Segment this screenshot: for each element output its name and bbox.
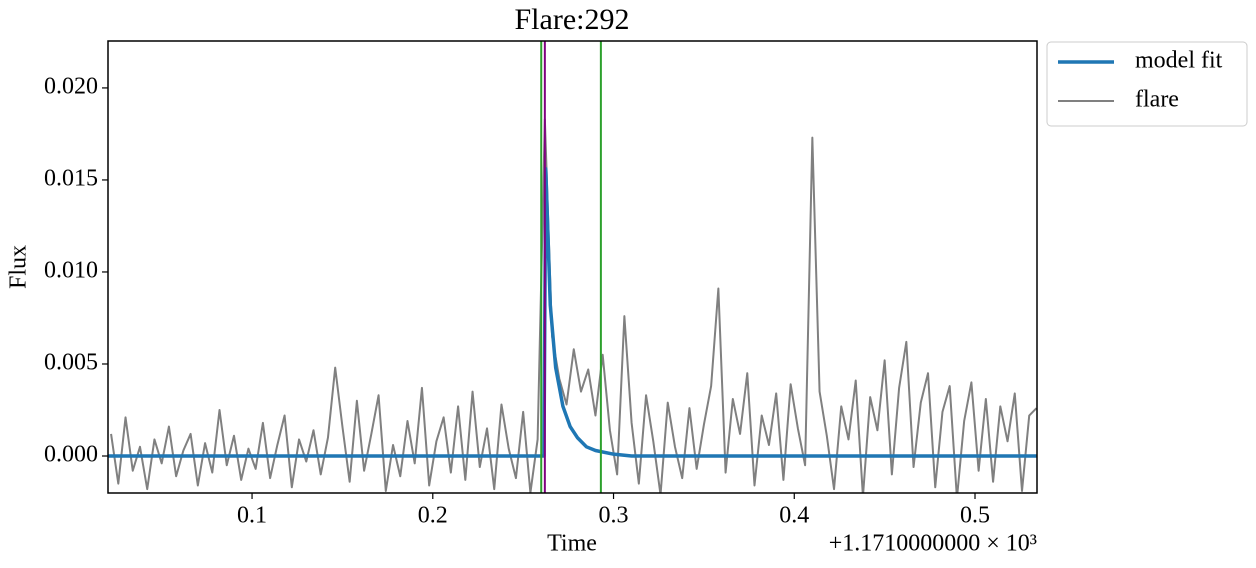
x-axis-label: Time <box>547 531 597 557</box>
y-tick-label: 0.015 <box>44 165 98 191</box>
plot-area <box>108 41 1037 493</box>
legend-label: flare <box>1135 87 1179 113</box>
x-tick-label: 0.1 <box>237 503 267 529</box>
x-offset-label: +1.1710000000 × 10³ <box>829 531 1037 557</box>
x-tick-label: 0.3 <box>599 503 629 529</box>
y-axis-label: Flux <box>6 245 32 289</box>
y-tick-label: 0.010 <box>44 257 98 283</box>
chart-title: Flare:292 <box>515 3 630 36</box>
y-tick-label: 0.005 <box>44 349 98 375</box>
plot-frame <box>107 40 1038 494</box>
y-tick-label: 0.000 <box>44 442 98 468</box>
x-tick-label: 0.4 <box>779 503 809 529</box>
y-tick-label: 0.020 <box>44 73 98 99</box>
series-line <box>110 118 1037 493</box>
x-tick-label: 0.2 <box>418 503 448 529</box>
legend-label: model fit <box>1135 48 1223 74</box>
x-tick-label: 0.5 <box>960 503 990 529</box>
